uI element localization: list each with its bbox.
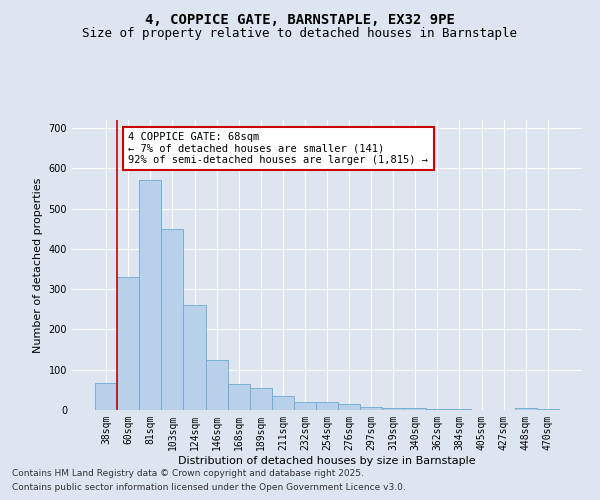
Bar — [316, 402, 338, 410]
Bar — [294, 402, 316, 410]
Bar — [206, 360, 227, 410]
Bar — [272, 396, 294, 410]
Bar — [404, 408, 427, 410]
X-axis label: Distribution of detached houses by size in Barnstaple: Distribution of detached houses by size … — [178, 456, 476, 466]
Text: Contains HM Land Registry data © Crown copyright and database right 2025.: Contains HM Land Registry data © Crown c… — [12, 468, 364, 477]
Bar — [161, 229, 184, 410]
Bar — [427, 409, 448, 410]
Bar — [448, 409, 470, 410]
Bar — [250, 388, 272, 410]
Y-axis label: Number of detached properties: Number of detached properties — [33, 178, 43, 352]
Bar — [95, 382, 117, 410]
Text: 4, COPPICE GATE, BARNSTAPLE, EX32 9PE: 4, COPPICE GATE, BARNSTAPLE, EX32 9PE — [145, 12, 455, 26]
Bar — [139, 180, 161, 410]
Text: Contains public sector information licensed under the Open Government Licence v3: Contains public sector information licen… — [12, 484, 406, 492]
Bar — [227, 384, 250, 410]
Bar — [382, 408, 404, 410]
Bar — [338, 404, 360, 410]
Bar — [184, 306, 206, 410]
Bar — [537, 409, 559, 410]
Bar — [515, 408, 537, 410]
Text: Size of property relative to detached houses in Barnstaple: Size of property relative to detached ho… — [83, 28, 517, 40]
Text: 4 COPPICE GATE: 68sqm
← 7% of detached houses are smaller (141)
92% of semi-deta: 4 COPPICE GATE: 68sqm ← 7% of detached h… — [128, 132, 428, 166]
Bar — [360, 407, 382, 410]
Bar — [117, 277, 139, 410]
